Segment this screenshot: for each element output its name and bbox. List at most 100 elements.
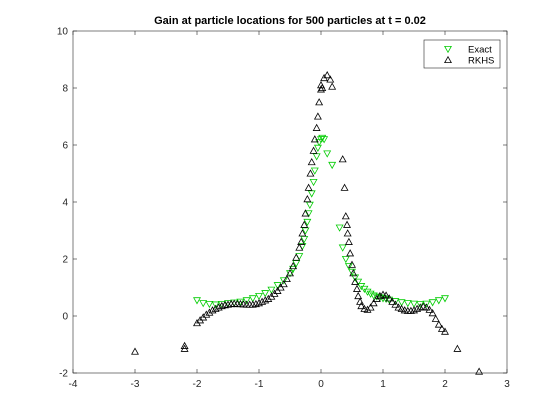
data-point — [312, 153, 321, 161]
legend-marker-exact — [444, 45, 452, 54]
data-point — [340, 183, 349, 191]
data-point — [328, 161, 337, 170]
data-point — [273, 286, 282, 294]
data-point — [434, 297, 443, 305]
plot-area — [72, 30, 508, 375]
data-point — [309, 146, 318, 154]
data-point — [428, 299, 437, 307]
data-point — [453, 344, 462, 352]
data-point — [385, 294, 394, 302]
data-point — [343, 229, 352, 237]
data-point — [372, 293, 381, 301]
x-tick-label: -3 — [131, 379, 140, 390]
legend-label-rkhs: RKHS — [468, 56, 494, 67]
data-point — [292, 260, 301, 268]
data-point — [320, 136, 329, 144]
data-point — [341, 255, 350, 264]
data-point — [400, 306, 409, 314]
data-point — [131, 347, 139, 355]
data-point — [307, 190, 316, 198]
data-point — [217, 301, 226, 310]
data-point — [343, 220, 352, 228]
y-tick-label: 0 — [62, 312, 68, 323]
data-point — [264, 294, 273, 302]
x-tick-label: -4 — [69, 379, 78, 390]
data-point — [410, 306, 418, 314]
data-point — [348, 268, 356, 276]
data-point — [366, 303, 375, 311]
data-point — [276, 283, 285, 291]
data-point — [279, 279, 288, 288]
data-point — [323, 150, 332, 158]
data-point — [326, 75, 335, 83]
data-point — [354, 291, 363, 300]
data-point — [248, 300, 257, 308]
data-point — [255, 299, 263, 307]
data-point — [363, 288, 372, 296]
data-point — [422, 300, 431, 308]
axis-ticks: -4 -3 -2 -1 0 1 2 3 -2 0 2 4 6 8 10 — [57, 27, 510, 391]
data-point — [298, 229, 307, 237]
data-point — [369, 292, 378, 300]
data-point — [349, 269, 358, 277]
data-point — [304, 210, 313, 218]
x-tick-label: -1 — [255, 379, 264, 390]
data-point — [397, 299, 406, 307]
data-point — [220, 301, 229, 309]
data-point — [410, 300, 418, 308]
data-point — [309, 179, 318, 187]
series-rkhs — [131, 71, 484, 375]
x-tick-label: 0 — [318, 379, 324, 390]
data-point — [425, 305, 434, 313]
y-tick-label: 8 — [62, 84, 68, 95]
y-tick-label: 10 — [57, 27, 69, 38]
data-point — [391, 300, 400, 308]
data-point — [303, 218, 312, 227]
legend-label-exact: Exact — [468, 45, 492, 56]
data-point — [441, 327, 449, 335]
data-point — [303, 195, 312, 203]
data-point — [422, 303, 431, 311]
data-point — [258, 297, 267, 305]
data-point — [375, 291, 384, 300]
data-point — [403, 300, 412, 308]
data-point — [388, 297, 397, 305]
data-point — [300, 236, 309, 244]
data-point — [306, 169, 315, 177]
data-point — [242, 297, 251, 305]
y-tick-label: 4 — [62, 198, 68, 209]
data-point — [428, 309, 437, 317]
y-tick-label: 6 — [62, 141, 68, 152]
data-point — [369, 299, 378, 307]
data-point — [475, 367, 484, 375]
data-point — [434, 320, 443, 328]
data-point — [224, 300, 232, 308]
chart-title: Gain at particle locations for 500 parti… — [154, 15, 426, 27]
x-tick-label: 3 — [504, 379, 510, 390]
data-point — [286, 269, 294, 277]
data-point — [352, 284, 361, 292]
data-point — [431, 314, 440, 322]
data-point — [208, 306, 217, 314]
data-point — [344, 237, 353, 245]
data-point — [356, 297, 365, 305]
data-point — [346, 249, 355, 257]
legend-box — [423, 39, 501, 69]
data-point — [236, 298, 245, 306]
data-point — [437, 324, 446, 332]
data-point — [351, 274, 360, 282]
data-point — [338, 244, 347, 252]
data-point — [282, 274, 291, 282]
data-point — [199, 300, 208, 308]
data-point — [307, 157, 316, 166]
data-point — [313, 144, 322, 152]
data-point — [267, 286, 276, 294]
data-point — [273, 282, 282, 290]
data-point — [413, 304, 422, 312]
data-point — [312, 123, 321, 131]
data-point — [251, 299, 260, 308]
data-point — [211, 304, 220, 312]
series-exact — [193, 134, 449, 309]
data-point — [205, 308, 214, 316]
